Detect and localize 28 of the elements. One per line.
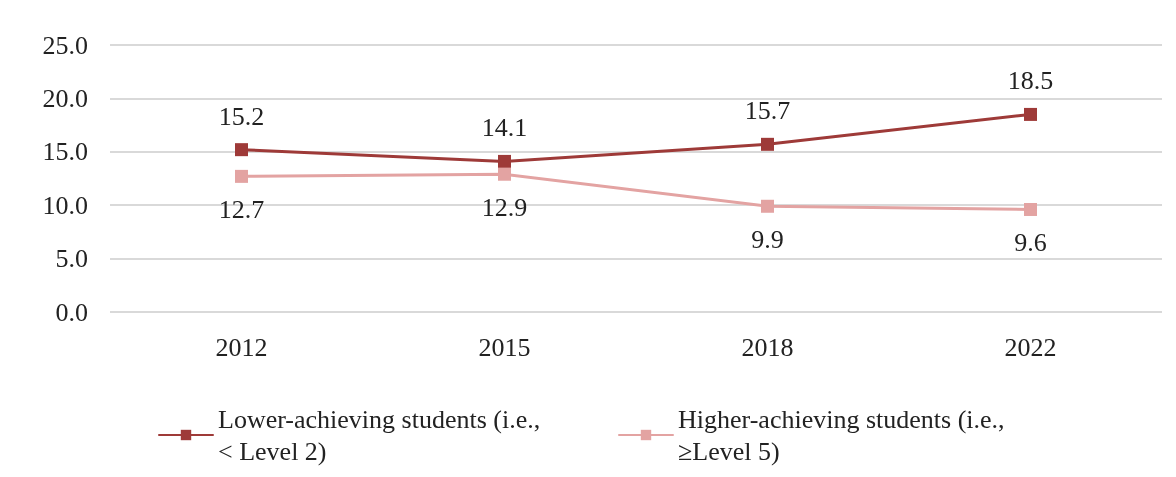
x-tick-label: 2022 <box>1004 332 1057 362</box>
legend-label: Lower-achieving students (i.e., < Level 2) <box>218 404 547 466</box>
data-label: 18.5 <box>1007 66 1054 96</box>
point <box>235 143 248 157</box>
data-label: 12.7 <box>218 195 265 225</box>
x-tick-label: 2018 <box>741 332 794 362</box>
y-tick-label: 10.0 <box>42 190 88 220</box>
data-label: 9.9 <box>751 225 784 255</box>
data-label: 12.9 <box>481 193 528 223</box>
point <box>1024 107 1037 121</box>
legend-label: Higher-achieving students (i.e., ≥Level 5) <box>678 404 1012 466</box>
point <box>761 199 774 213</box>
y-tick-label: 5.0 <box>55 244 88 274</box>
y-tick-label: 0.0 <box>55 297 88 327</box>
data-label: 9.6 <box>1014 228 1047 258</box>
y-tick-label: 25.0 <box>42 30 88 60</box>
point <box>1024 202 1037 216</box>
data-label: 15.2 <box>218 101 265 131</box>
point <box>498 167 511 181</box>
y-tick-label: 20.0 <box>42 83 88 113</box>
point <box>235 169 248 183</box>
point <box>498 154 511 168</box>
data-label: 15.7 <box>744 96 791 126</box>
data-label: 14.1 <box>481 113 528 143</box>
x-tick-label: 2015 <box>478 332 531 362</box>
y-tick-label: 15.0 <box>42 137 88 167</box>
x-tick-label: 2012 <box>215 332 268 362</box>
point <box>761 137 774 151</box>
